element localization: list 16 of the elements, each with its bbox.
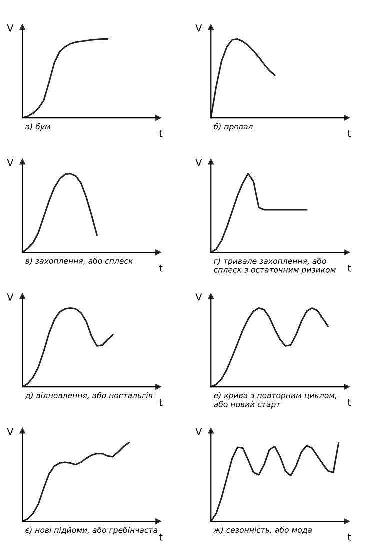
- x-axis-title: t: [159, 534, 163, 541]
- x-axis-title: t: [348, 534, 352, 541]
- x-axis-title: t: [348, 264, 352, 272]
- x-axis-title: t: [159, 130, 163, 138]
- y-axis-title: V: [7, 24, 14, 32]
- y-axis-title: V: [196, 294, 202, 301]
- x-axis-title: t: [159, 264, 163, 272]
- y-axis-title: V: [196, 159, 202, 166]
- y-axis-title: V: [7, 294, 14, 301]
- y-axis-title: V: [196, 428, 202, 436]
- x-axis-title: t: [159, 399, 163, 406]
- y-axis-title: V: [7, 428, 14, 436]
- y-axis-title: V: [196, 24, 202, 32]
- x-axis-title: t: [348, 399, 352, 406]
- x-axis-title: t: [348, 130, 352, 138]
- y-axis-title: V: [7, 159, 14, 166]
